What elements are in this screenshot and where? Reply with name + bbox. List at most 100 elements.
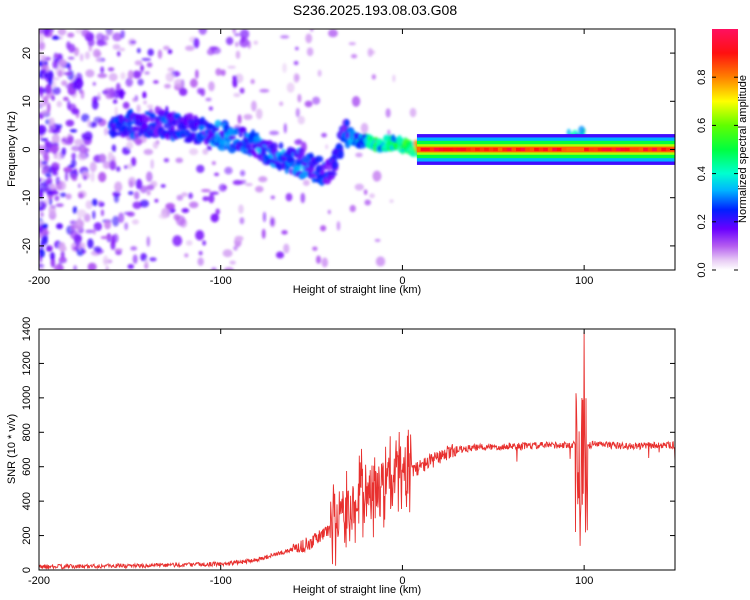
noise-blob xyxy=(259,88,270,93)
noise-blob xyxy=(211,267,217,270)
noise-blob xyxy=(80,147,90,154)
noise-blob xyxy=(208,194,215,204)
noise-blob xyxy=(93,116,103,123)
noise-blob xyxy=(59,256,66,262)
spectrogram-heatmap xyxy=(39,29,675,270)
noise-blob xyxy=(190,78,197,87)
tone-core-segment xyxy=(615,147,621,152)
noise-blob xyxy=(39,87,42,91)
noise-blob xyxy=(46,246,53,252)
noise-blob xyxy=(317,69,322,77)
colorbar-tick-label: 0.8 xyxy=(696,70,708,85)
noise-blob xyxy=(60,250,65,259)
ridge-blob xyxy=(186,112,194,122)
noise-blob xyxy=(134,60,143,66)
tone-core-segment xyxy=(456,147,462,152)
noise-blob xyxy=(116,50,121,57)
tone-core-segment xyxy=(584,147,590,152)
noise-blob xyxy=(55,203,64,208)
noise-blob xyxy=(68,43,76,54)
ridge-blob xyxy=(214,119,222,128)
tone-core-segment xyxy=(493,147,499,152)
noise-blob xyxy=(53,264,64,270)
noise-blob xyxy=(116,166,121,172)
noise-blob xyxy=(109,160,116,171)
noise-blob xyxy=(270,217,274,227)
noise-blob xyxy=(44,56,51,61)
noise-blob xyxy=(239,217,245,225)
noise-blob xyxy=(348,42,356,46)
ridge-blob xyxy=(245,143,252,151)
tone-core-segment xyxy=(475,147,481,152)
noise-blob xyxy=(61,147,67,156)
noise-blob xyxy=(42,64,48,70)
noise-blob xyxy=(96,39,106,47)
noise-blob xyxy=(39,29,45,36)
ridge-blob xyxy=(185,129,191,134)
noise-blob xyxy=(302,179,310,186)
ridge-blob xyxy=(126,123,133,132)
noise-blob xyxy=(92,210,96,220)
noise-blob xyxy=(225,36,234,46)
noise-blob xyxy=(312,96,321,105)
noise-blob xyxy=(158,213,168,219)
colorbar-label: Normalized spectral amplitude xyxy=(737,75,749,223)
y-tick-label: 10 xyxy=(21,95,33,107)
noise-blob xyxy=(215,208,220,215)
noise-blob xyxy=(131,219,139,225)
noise-blob xyxy=(76,247,85,256)
y-tick-label: 1400 xyxy=(21,317,33,341)
noise-blob xyxy=(385,108,391,118)
noise-blob xyxy=(195,229,205,241)
tone-core-segment xyxy=(547,147,553,152)
noise-blob xyxy=(90,171,95,183)
noise-blob xyxy=(124,165,128,169)
noise-blob xyxy=(234,41,239,48)
noise-blob xyxy=(59,192,67,198)
noise-blob xyxy=(229,260,236,265)
noise-blob xyxy=(232,77,238,88)
noise-blob xyxy=(42,96,49,104)
noise-blob xyxy=(128,191,134,196)
noise-blob xyxy=(350,54,358,59)
noise-blob xyxy=(336,220,341,231)
noise-blob xyxy=(165,202,176,210)
ridge-blob xyxy=(255,132,260,137)
noise-blob xyxy=(78,192,84,199)
noise-blob xyxy=(103,127,108,136)
noise-blob xyxy=(283,123,287,134)
ridge-blob xyxy=(228,135,237,140)
noise-blob xyxy=(100,235,111,240)
noise-blob xyxy=(80,89,85,100)
noise-blob xyxy=(147,48,154,57)
noise-blob xyxy=(41,54,46,64)
noise-blob xyxy=(39,220,45,225)
tone-core-segment xyxy=(538,147,544,152)
noise-blob xyxy=(206,145,212,151)
noise-blob xyxy=(39,177,42,183)
noise-blob xyxy=(245,183,253,187)
noise-blob xyxy=(375,256,386,267)
noise-blob xyxy=(181,208,190,213)
y-tick-label: -10 xyxy=(21,190,33,206)
noise-blob xyxy=(202,240,206,246)
colorbar-tick-label: 0.2 xyxy=(696,214,708,229)
noise-blob xyxy=(364,199,372,206)
noise-blob xyxy=(146,236,150,247)
noise-blob xyxy=(48,76,53,86)
tone-core-segment xyxy=(552,147,558,152)
tone-core-segment xyxy=(511,147,517,152)
tone-core-segment xyxy=(434,147,440,152)
noise-blob xyxy=(91,96,98,104)
noise-blob xyxy=(132,254,138,265)
noise-blob xyxy=(193,37,200,49)
noise-blob xyxy=(234,33,241,37)
y-tick-label: -20 xyxy=(21,238,33,254)
colorbar-ticks: 0.0 0.2 0.4 0.6 0.8 xyxy=(696,70,738,278)
noise-blob xyxy=(197,87,203,95)
tone-core-segment xyxy=(443,147,449,152)
noise-blob xyxy=(178,87,188,96)
noise-blob xyxy=(65,119,75,127)
noise-blob xyxy=(39,266,45,270)
